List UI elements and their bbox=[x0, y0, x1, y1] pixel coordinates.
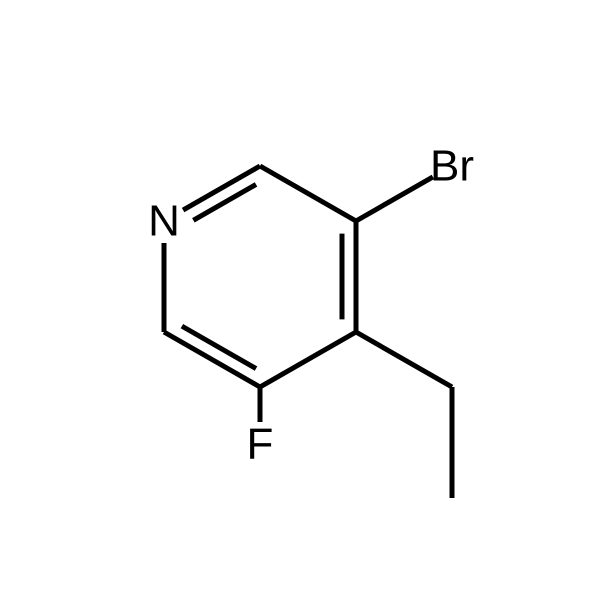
atom-label-br: Br bbox=[430, 142, 474, 191]
atom-label-f: F bbox=[247, 420, 274, 469]
molecule-diagram: N Br F bbox=[0, 0, 600, 600]
atom-label-n: N bbox=[148, 197, 180, 246]
